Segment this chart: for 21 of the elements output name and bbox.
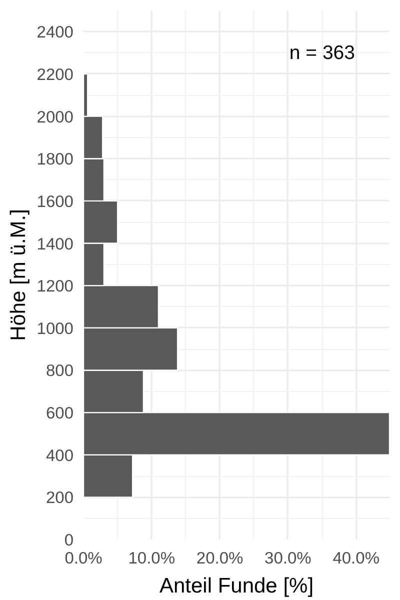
y-tick-label: 800 <box>46 362 74 380</box>
y-tick-label: 2000 <box>36 108 74 126</box>
y-tick-label: 1000 <box>36 320 74 338</box>
y-tick-label: 1200 <box>36 278 74 296</box>
y-tick-label: 2200 <box>36 66 74 84</box>
y-tick-label: 1400 <box>36 235 74 254</box>
y-tick-label: 0 <box>64 532 74 550</box>
x-tick-label: 30.0% <box>264 550 312 568</box>
y-tick-label: 400 <box>46 446 74 465</box>
x-tick-label: 20.0% <box>196 550 244 568</box>
x-tick-label: 0.0% <box>64 550 103 568</box>
y-tick-label: 1600 <box>36 192 74 211</box>
x-tick-label: 40.0% <box>332 550 380 568</box>
y-tick-label: 1800 <box>36 150 74 169</box>
y-tick-label: 200 <box>46 489 74 508</box>
x-tick-label: 10.0% <box>128 550 176 568</box>
y-axis-title: Höhe [m ü.M.] <box>6 209 30 341</box>
y-tick-label: 2400 <box>36 24 74 42</box>
y-tick-label: 600 <box>46 404 74 423</box>
x-axis-title: Anteil Funde [%] <box>159 574 314 598</box>
annotation: n = 363 <box>289 42 355 64</box>
